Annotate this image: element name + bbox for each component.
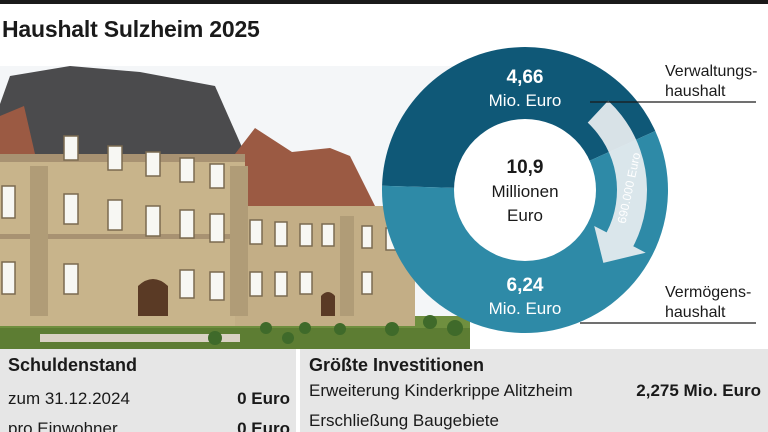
legend-verwaltungshaushalt: Verwaltungs- haushalt: [665, 62, 758, 102]
investment-row: Erschließung Baugebiete: [309, 411, 761, 431]
pie-slice-verwaltungshaushalt: [382, 46, 656, 190]
total-unit-line2: Euro: [507, 206, 543, 225]
vermoegen-value-unit: Mio. Euro: [488, 299, 562, 318]
investment-row-label: Erweiterung Kinderkrippe Alitzheim: [309, 381, 573, 400]
verwaltung-value-number: 4,66: [506, 67, 544, 88]
transfer-arrow: [587, 100, 647, 263]
verwaltung-value-unit: Mio. Euro: [488, 91, 562, 110]
total-value: 10,9: [506, 157, 544, 178]
legend-vermoegen-line1: Vermögens-: [665, 284, 752, 301]
donut-center-hole: [454, 119, 596, 261]
investments-panel: Größte Investitionen Erweiterung Kinderk…: [300, 349, 768, 432]
verwaltung-value: 4,66 Mio. Euro: [425, 66, 625, 112]
page-title: Haushalt Sulzheim 2025: [2, 16, 260, 42]
investments-heading: Größte Investitionen: [309, 355, 485, 375]
top-rule: [0, 0, 768, 4]
debt-heading: Schuldenstand: [8, 355, 138, 375]
vermoegen-value-number: 6,24: [506, 275, 544, 296]
total-unit-line1: Millionen: [491, 182, 559, 201]
debt-row: zum 31.12.2024 0 Euro: [8, 389, 290, 409]
legend-vermoegenshaushalt: Vermögens- haushalt: [665, 283, 751, 323]
debt-row-amount: 0 Euro: [237, 389, 290, 408]
legend-verwaltung-line1: Verwaltungs-: [665, 63, 758, 80]
debt-panel: Schuldenstand zum 31.12.2024 0 Euro pro …: [0, 349, 296, 432]
debt-row-label: zum 31.12.2024: [8, 389, 130, 408]
debt-row: pro Einwohner 0 Euro: [8, 419, 290, 432]
donut-center-label: 10,9 Millionen Euro: [450, 156, 600, 228]
debt-row-label: pro Einwohner: [8, 419, 118, 432]
investment-row: Erweiterung Kinderkrippe Alitzheim 2,275…: [309, 381, 761, 401]
legend-vermoegen-line2: haushalt: [665, 304, 726, 321]
legend-verwaltung-line2: haushalt: [665, 83, 726, 100]
debt-row-amount: 0 Euro: [237, 419, 290, 432]
investment-row-amount: 2,275 Mio. Euro: [636, 381, 761, 400]
investment-row-label: Erschließung Baugebiete: [309, 411, 499, 430]
castle-photo: [0, 66, 470, 349]
vermoegen-value: 6,24 Mio. Euro: [425, 274, 625, 320]
